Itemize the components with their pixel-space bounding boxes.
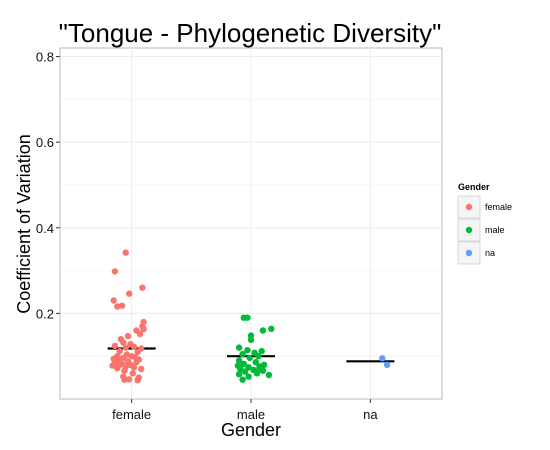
data-point-female bbox=[114, 303, 121, 310]
data-point-male bbox=[246, 354, 253, 362]
data-point-female bbox=[111, 342, 119, 350]
data-point-male bbox=[258, 347, 265, 355]
data-point-male bbox=[255, 353, 262, 360]
legend-entry-na: na bbox=[457, 241, 495, 265]
data-point-male bbox=[235, 371, 243, 378]
legend-label: female bbox=[485, 202, 512, 212]
legend-label: male bbox=[485, 225, 505, 235]
data-point-female bbox=[126, 376, 133, 383]
data-point-male bbox=[245, 364, 252, 371]
legend-marker bbox=[465, 249, 473, 257]
data-point-male bbox=[237, 365, 244, 373]
x-tick-label-female: female bbox=[112, 407, 151, 422]
data-point-female bbox=[121, 376, 128, 383]
y-tick-label: 0.4 bbox=[36, 221, 54, 236]
data-point-female bbox=[116, 361, 123, 368]
y-axis: 0.2 0.4 0.6 0.8 bbox=[36, 50, 60, 321]
data-point-female bbox=[120, 339, 127, 346]
legend-entry-male: male bbox=[457, 218, 505, 242]
data-point-female bbox=[130, 364, 138, 371]
data-point-female bbox=[129, 370, 136, 377]
data-point-male bbox=[240, 360, 247, 368]
data-point-female bbox=[122, 344, 129, 351]
legend-marker bbox=[465, 226, 473, 234]
data-point-female bbox=[140, 326, 147, 333]
data-point-male bbox=[244, 314, 251, 321]
data-point-female bbox=[120, 354, 127, 362]
data-point-female bbox=[121, 367, 128, 374]
chart-title: "Tongue - Phylogenetic Diversity" bbox=[59, 18, 442, 48]
data-point-male bbox=[259, 327, 267, 334]
legend-label: na bbox=[485, 248, 495, 258]
x-axis: female male na bbox=[112, 399, 378, 422]
data-point-male bbox=[244, 347, 251, 354]
legend-title: Gender bbox=[458, 182, 490, 192]
data-point-male bbox=[235, 344, 243, 351]
x-axis-title: Gender bbox=[221, 420, 281, 440]
y-tick-label: 0.6 bbox=[36, 135, 54, 150]
data-point-male bbox=[245, 373, 252, 380]
data-point-female bbox=[118, 302, 126, 309]
data-point-female bbox=[126, 290, 133, 297]
legend-marker bbox=[465, 203, 473, 211]
x-tick-label-male: male bbox=[237, 407, 265, 422]
data-point-female bbox=[134, 348, 141, 356]
data-point-female bbox=[116, 347, 123, 355]
data-points bbox=[109, 249, 391, 384]
legend: Gender female male na bbox=[457, 182, 512, 265]
x-tick-label-na: na bbox=[363, 407, 378, 422]
data-point-male bbox=[252, 359, 259, 366]
y-tick-label: 0.8 bbox=[36, 50, 54, 65]
data-point-female bbox=[132, 353, 139, 361]
data-point-female bbox=[134, 377, 141, 384]
data-point-female bbox=[133, 359, 140, 366]
data-point-male bbox=[239, 350, 246, 358]
data-point-male bbox=[235, 357, 243, 364]
data-point-male bbox=[268, 325, 275, 332]
data-point-male bbox=[247, 336, 255, 344]
data-point-na bbox=[383, 361, 391, 368]
data-point-male bbox=[241, 368, 249, 375]
data-point-female bbox=[109, 362, 116, 369]
data-point-female bbox=[111, 268, 119, 275]
legend-entry-female: female bbox=[457, 195, 512, 219]
data-point-female bbox=[138, 365, 145, 373]
data-point-male bbox=[256, 365, 263, 373]
data-point-male bbox=[265, 371, 273, 379]
data-point-female bbox=[122, 249, 129, 256]
y-tick-label: 0.2 bbox=[36, 306, 54, 321]
data-point-female bbox=[139, 284, 146, 291]
data-point-female bbox=[124, 332, 132, 340]
data-point-na bbox=[379, 355, 386, 362]
data-point-female bbox=[110, 297, 117, 304]
data-point-female bbox=[136, 330, 144, 338]
y-axis-title: Coefficient of Variation bbox=[14, 134, 34, 313]
data-point-female bbox=[130, 343, 138, 350]
data-point-male bbox=[239, 376, 246, 383]
